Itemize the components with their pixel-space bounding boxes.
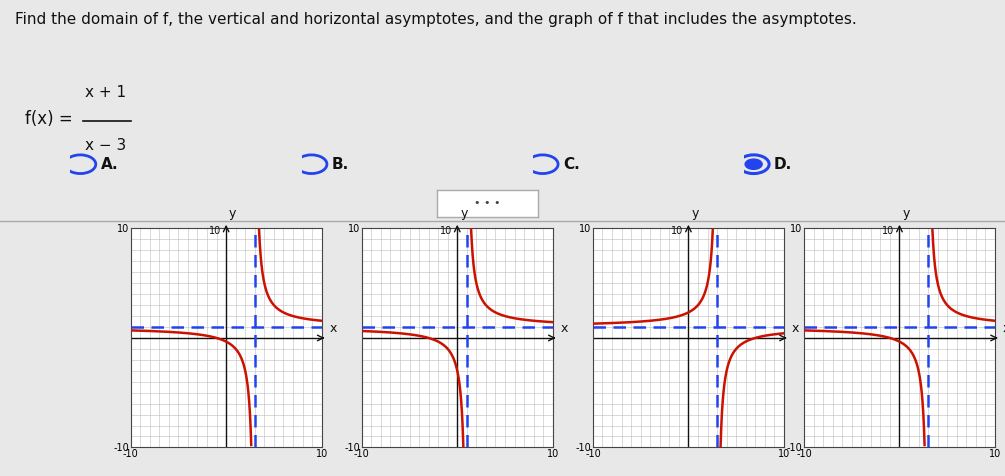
Circle shape [745, 159, 762, 169]
Text: y: y [691, 207, 698, 220]
Text: A.: A. [100, 157, 119, 172]
Text: y: y [902, 207, 910, 220]
Text: 10: 10 [440, 226, 452, 236]
Text: 10: 10 [209, 226, 221, 236]
Text: f(x) =: f(x) = [25, 110, 73, 128]
Text: x: x [792, 322, 799, 335]
Text: x: x [330, 322, 337, 335]
Text: y: y [460, 207, 467, 220]
Text: y: y [229, 207, 236, 220]
Text: C.: C. [563, 157, 580, 172]
Text: Find the domain of f, the vertical and horizontal asymptotes, and the graph of f: Find the domain of f, the vertical and h… [15, 12, 857, 27]
Text: x: x [561, 322, 568, 335]
Text: B.: B. [332, 157, 349, 172]
Text: • • •: • • • [474, 198, 500, 208]
Text: x: x [1003, 322, 1005, 335]
Text: x + 1: x + 1 [85, 85, 127, 100]
Text: D.: D. [774, 157, 792, 172]
Text: 10: 10 [671, 226, 683, 236]
Text: x − 3: x − 3 [85, 138, 127, 153]
Text: 10: 10 [882, 226, 894, 236]
